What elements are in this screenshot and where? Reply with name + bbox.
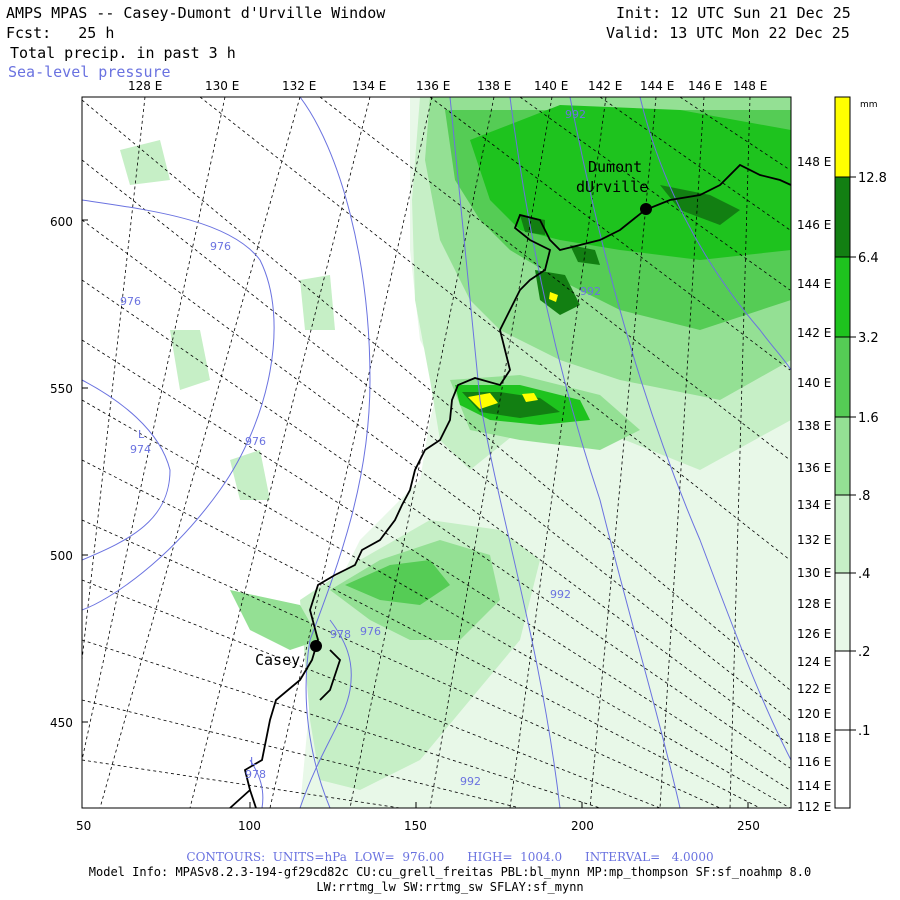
map-frame [81,96,792,809]
isobar-label: 976 [120,295,141,308]
right-lon-label: 138 E [797,419,831,433]
right-lon-label: 116 E [797,755,831,769]
x-tick-label: 200 [571,819,594,833]
x-tick-label: 250 [737,819,760,833]
top-lon-label: 132 E [282,79,316,93]
right-lon-label: 140 E [797,376,831,390]
map-frame-ticks [82,219,749,808]
right-lon-label: 148 E [797,155,831,169]
right-lon-label: 124 E [797,655,831,669]
dumont-label-line2: dUrville [576,178,648,196]
right-lon-label: 122 E [797,682,831,696]
isobar-label: 992 [550,588,571,601]
colorbar-label: 6.4 [858,251,879,266]
colorbar-swatch [835,257,850,337]
colorbar-swatch [835,495,850,573]
x-tick-label: 50 [76,819,91,833]
field-name: Total precip. in past 3 h [10,44,236,62]
forecast-hour: Fcst: 25 h [6,24,115,42]
colorbar-swatch [835,417,850,495]
right-lon-label: 130 E [797,566,831,580]
top-lon-label: 140 E [534,79,568,93]
colorbar-swatch [835,337,850,417]
isobar-label: 974 [130,443,151,456]
right-lon-labels: 148 E 146 E 144 E 142 E 140 E 138 E 136 … [797,155,831,814]
isobar-label-group: 976 976 976 974 976 978 978 992 992 992 … [120,108,601,788]
colorbar-label: .1 [858,724,870,739]
colorbar-label: .8 [858,489,870,504]
isobar-label: 978 [245,768,266,781]
overlay-name: Sea-level pressure [8,63,171,81]
colorbar-swatch [835,177,850,257]
right-lon-label: 136 E [797,461,831,475]
model-info: Model Info: MPASv8.2.3-194-gf29cd82c CU:… [88,865,812,879]
y-tick-label: 550 [50,382,73,396]
dumont-label-line1: Dumont [588,158,642,176]
top-lon-label: 134 E [352,79,386,93]
y-tick-label: 450 [50,716,73,730]
x-tick-label: 100 [238,819,261,833]
contour-info: CONTOURS: UNITS=hPa LOW= 976.00 HIGH= 10… [186,850,714,864]
right-lon-label: 142 E [797,326,831,340]
right-lon-label: 120 E [797,707,831,721]
dumont-marker [640,203,652,215]
colorbar-label: 1.6 [858,411,879,426]
right-lon-label: 128 E [797,597,831,611]
colorbar-label: .2 [858,645,870,660]
scheme-info: LW:rrtmg_lw SW:rrtmg_sw SFLAY:sf_mynn [316,880,584,894]
isobar-label: 992 [460,775,481,788]
isobar-label: 992 [580,285,601,298]
top-lon-label: 142 E [588,79,622,93]
stations: Casey Dumont dUrville [255,158,652,669]
colorbar: mm 12.8 6.4 3.2 1.6 .8 .4 .2 .1 [834,96,887,809]
top-lon-label: 146 E [688,79,722,93]
precip-shading [120,97,791,808]
low-marker: L [250,755,257,768]
top-lon-labels: 128 E 130 E 132 E 134 E 136 E 138 E 140 … [128,79,767,93]
top-lon-label: 144 E [640,79,674,93]
top-lon-label: 136 E [416,79,450,93]
casey-label: Casey [255,651,300,669]
isobar-label: 976 [210,240,231,253]
right-lon-label: 134 E [797,498,831,512]
top-lon-label: 148 E [733,79,767,93]
colorbar-label: 3.2 [858,331,879,346]
right-lon-label: 126 E [797,627,831,641]
y-tick-label: 600 [50,215,73,229]
right-lon-label: 114 E [797,779,831,793]
latlon-grid [82,97,791,808]
top-lon-label: 130 E [205,79,239,93]
valid-time: Valid: 13 UTC Mon 22 Dec 25 [606,24,850,42]
casey-marker [310,640,322,652]
axis-labels: 50 100 150 200 250 600 550 500 450 [50,215,760,833]
isobar-label: 992 [565,108,586,121]
top-lon-label: 138 E [477,79,511,93]
right-lon-label: 146 E [797,218,831,232]
colorbar-label: 12.8 [858,171,887,186]
coastline [229,163,791,808]
isobars [82,97,791,808]
colorbar-swatch [835,573,850,651]
colorbar-swatch [835,97,850,177]
isobar-label: 976 [360,625,381,638]
right-lon-label: 144 E [797,277,831,291]
map-field [82,97,791,808]
colorbar-unit: mm [860,100,878,110]
init-time: Init: 12 UTC Sun 21 Dec 25 [616,4,851,22]
map-title: AMPS MPAS -- Casey-Dumont d'Urville Wind… [6,4,386,22]
right-lon-label: 112 E [797,800,831,814]
isobar-label: 976 [245,435,266,448]
low-marker: L [138,428,145,441]
top-lon-label: 128 E [128,79,162,93]
right-lon-label: 118 E [797,731,831,745]
right-lon-label: 132 E [797,533,831,547]
y-tick-label: 500 [50,549,73,563]
isobar-label: 978 [330,628,351,641]
x-tick-label: 150 [404,819,427,833]
colorbar-label: .4 [858,567,870,582]
